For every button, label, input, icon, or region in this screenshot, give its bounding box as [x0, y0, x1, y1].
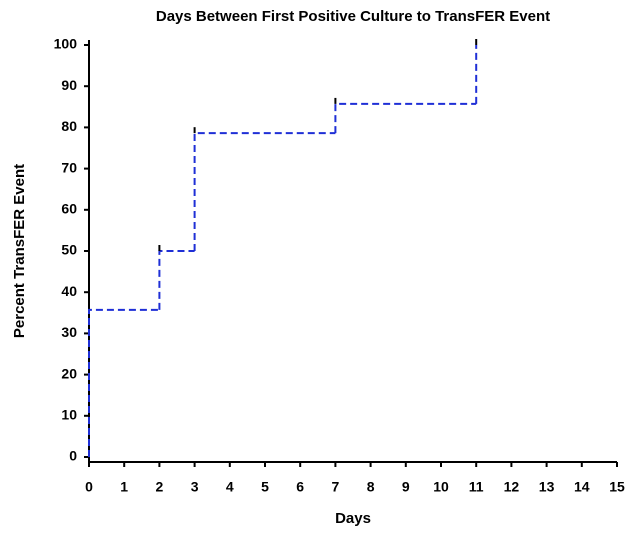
x-tick-label: 13: [539, 479, 555, 495]
x-axis-label: Days: [335, 510, 371, 527]
step-segment: [193, 132, 336, 251]
y-tick-label: 40: [61, 283, 77, 299]
y-tick-label: 80: [61, 118, 77, 134]
y-tick-label: 50: [61, 242, 77, 258]
x-tick-label: 9: [402, 479, 410, 495]
y-tick-label: 10: [61, 407, 77, 423]
y-tick-label: 60: [61, 201, 77, 217]
step-segment: [158, 250, 195, 310]
x-tick-label: 12: [504, 479, 520, 495]
y-tick-label: 90: [61, 77, 77, 93]
y-tick-label: 100: [54, 36, 78, 52]
x-tick-label: 3: [191, 479, 199, 495]
y-tick-label: 0: [69, 448, 77, 464]
x-tick-label: 11: [469, 479, 484, 495]
step-segment: [88, 308, 160, 457]
x-tick-label: 15: [609, 479, 625, 495]
x-tick-label: 2: [156, 479, 164, 495]
y-tick-label: 30: [61, 324, 77, 340]
y-tick-label: 70: [61, 159, 77, 175]
y-axis-label: Percent TransFER Event: [11, 164, 28, 338]
x-tick-label: 4: [226, 479, 234, 495]
x-tick-label: 14: [574, 479, 590, 495]
x-tick-label: 5: [261, 479, 269, 495]
x-tick-label: 10: [433, 479, 449, 495]
chart-title: Days Between First Positive Culture to T…: [156, 8, 550, 25]
x-tick-label: 6: [296, 479, 304, 495]
x-tick-label: 1: [120, 479, 128, 495]
x-tick-label: 0: [85, 479, 93, 495]
step-segment: [334, 102, 477, 134]
x-tick-label: 8: [367, 479, 375, 495]
x-tick-label: 7: [332, 479, 340, 495]
y-tick-label: 20: [61, 365, 77, 381]
